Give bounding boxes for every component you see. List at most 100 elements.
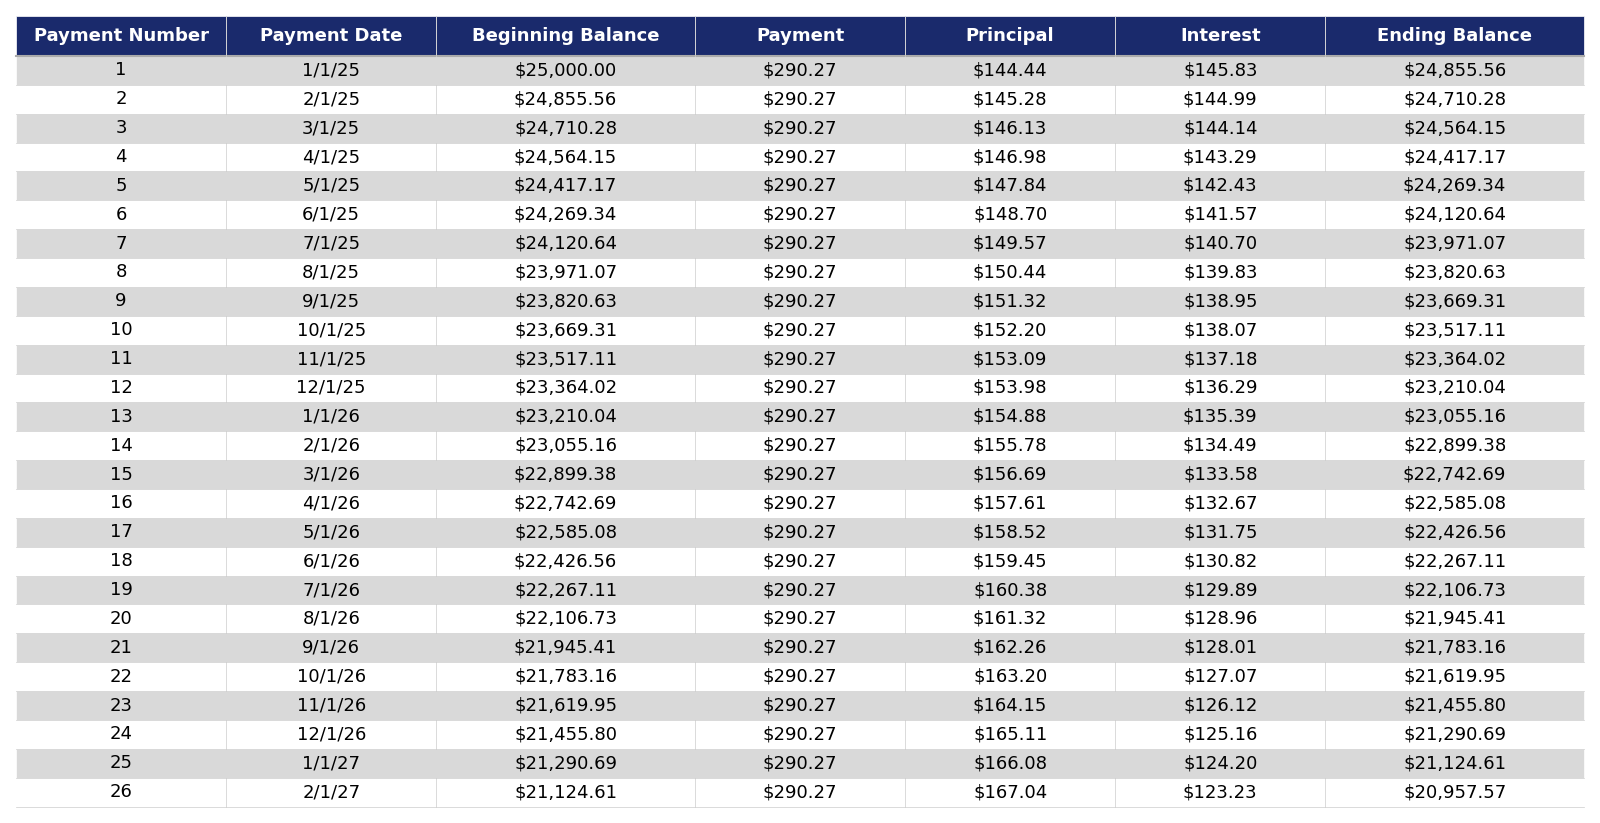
Text: $22,267.11: $22,267.11: [1403, 552, 1506, 570]
Bar: [16, 114, 226, 142]
Bar: [694, 634, 906, 663]
Text: $23,210.04: $23,210.04: [514, 408, 618, 425]
Bar: [906, 258, 1115, 287]
Bar: [437, 85, 694, 114]
Bar: [437, 720, 694, 749]
Text: $24,269.34: $24,269.34: [1403, 177, 1506, 195]
Bar: [1325, 402, 1584, 431]
Bar: [437, 489, 694, 518]
Text: 25: 25: [109, 754, 133, 772]
Bar: [226, 316, 437, 345]
Text: $154.88: $154.88: [973, 408, 1048, 425]
Text: $150.44: $150.44: [973, 263, 1048, 281]
Bar: [226, 778, 437, 807]
Text: $290.27: $290.27: [763, 783, 837, 801]
Bar: [906, 171, 1115, 200]
Text: 5/1/25: 5/1/25: [302, 177, 360, 195]
Bar: [226, 16, 437, 56]
Bar: [16, 749, 226, 778]
Text: $145.28: $145.28: [973, 91, 1048, 109]
Text: $290.27: $290.27: [763, 263, 837, 281]
Text: $144.14: $144.14: [1182, 119, 1258, 137]
Text: $290.27: $290.27: [763, 610, 837, 628]
Bar: [1325, 16, 1584, 56]
Text: 3/1/25: 3/1/25: [302, 119, 360, 137]
Text: 11: 11: [110, 350, 133, 368]
Bar: [694, 258, 906, 287]
Text: $22,742.69: $22,742.69: [514, 495, 618, 513]
Bar: [906, 546, 1115, 575]
Text: 13: 13: [110, 408, 133, 425]
Text: $21,619.95: $21,619.95: [514, 696, 618, 714]
Bar: [16, 575, 226, 604]
Text: 1/1/26: 1/1/26: [302, 408, 360, 425]
Bar: [694, 316, 906, 345]
Bar: [1115, 518, 1325, 546]
Bar: [694, 518, 906, 546]
Bar: [437, 114, 694, 142]
Text: $144.44: $144.44: [973, 62, 1048, 79]
Text: 5/1/26: 5/1/26: [302, 523, 360, 542]
Text: $290.27: $290.27: [763, 667, 837, 686]
Text: $156.69: $156.69: [973, 466, 1048, 484]
Text: $23,669.31: $23,669.31: [1403, 292, 1506, 310]
Bar: [226, 546, 437, 575]
Bar: [1325, 85, 1584, 114]
Bar: [437, 258, 694, 287]
Bar: [906, 518, 1115, 546]
Text: $290.27: $290.27: [763, 495, 837, 513]
Text: 2/1/27: 2/1/27: [302, 783, 360, 801]
Bar: [694, 489, 906, 518]
Bar: [906, 16, 1115, 56]
Text: $290.27: $290.27: [763, 581, 837, 599]
Text: $138.95: $138.95: [1182, 292, 1258, 310]
Bar: [906, 345, 1115, 374]
Text: 9/1/25: 9/1/25: [302, 292, 360, 310]
Bar: [1115, 85, 1325, 114]
Text: $162.26: $162.26: [973, 639, 1048, 657]
Text: 15: 15: [110, 466, 133, 484]
Text: $23,364.02: $23,364.02: [1403, 350, 1506, 368]
Bar: [906, 402, 1115, 431]
Bar: [1115, 489, 1325, 518]
Text: 14: 14: [110, 437, 133, 454]
Text: $151.32: $151.32: [973, 292, 1048, 310]
Bar: [437, 518, 694, 546]
Text: 11/1/25: 11/1/25: [296, 350, 366, 368]
Bar: [16, 778, 226, 807]
Text: $21,455.80: $21,455.80: [1403, 696, 1506, 714]
Text: $164.15: $164.15: [973, 696, 1048, 714]
Text: $23,517.11: $23,517.11: [1403, 321, 1506, 339]
Bar: [906, 749, 1115, 778]
Text: $139.83: $139.83: [1182, 263, 1258, 281]
Text: $152.20: $152.20: [973, 321, 1048, 339]
Text: $22,899.38: $22,899.38: [1403, 437, 1506, 454]
Text: 1/1/27: 1/1/27: [302, 754, 360, 772]
Bar: [226, 200, 437, 229]
Bar: [226, 634, 437, 663]
Bar: [1325, 56, 1584, 85]
Text: $290.27: $290.27: [763, 292, 837, 310]
Bar: [1325, 316, 1584, 345]
Text: $290.27: $290.27: [763, 119, 837, 137]
Text: $142.43: $142.43: [1182, 177, 1258, 195]
Text: 12/1/25: 12/1/25: [296, 379, 366, 397]
Text: 21: 21: [110, 639, 133, 657]
Text: $127.07: $127.07: [1182, 667, 1258, 686]
Text: $131.75: $131.75: [1182, 523, 1258, 542]
Bar: [226, 229, 437, 258]
Bar: [1325, 142, 1584, 171]
Bar: [437, 229, 694, 258]
Bar: [1115, 575, 1325, 604]
Text: 16: 16: [110, 495, 133, 513]
Text: $290.27: $290.27: [763, 754, 837, 772]
Text: $149.57: $149.57: [973, 235, 1048, 253]
Bar: [16, 374, 226, 402]
Bar: [226, 604, 437, 634]
Text: $23,364.02: $23,364.02: [514, 379, 618, 397]
Bar: [906, 85, 1115, 114]
Text: $22,106.73: $22,106.73: [1403, 581, 1506, 599]
Bar: [694, 691, 906, 720]
Text: $25,000.00: $25,000.00: [515, 62, 616, 79]
Text: 26: 26: [110, 783, 133, 801]
